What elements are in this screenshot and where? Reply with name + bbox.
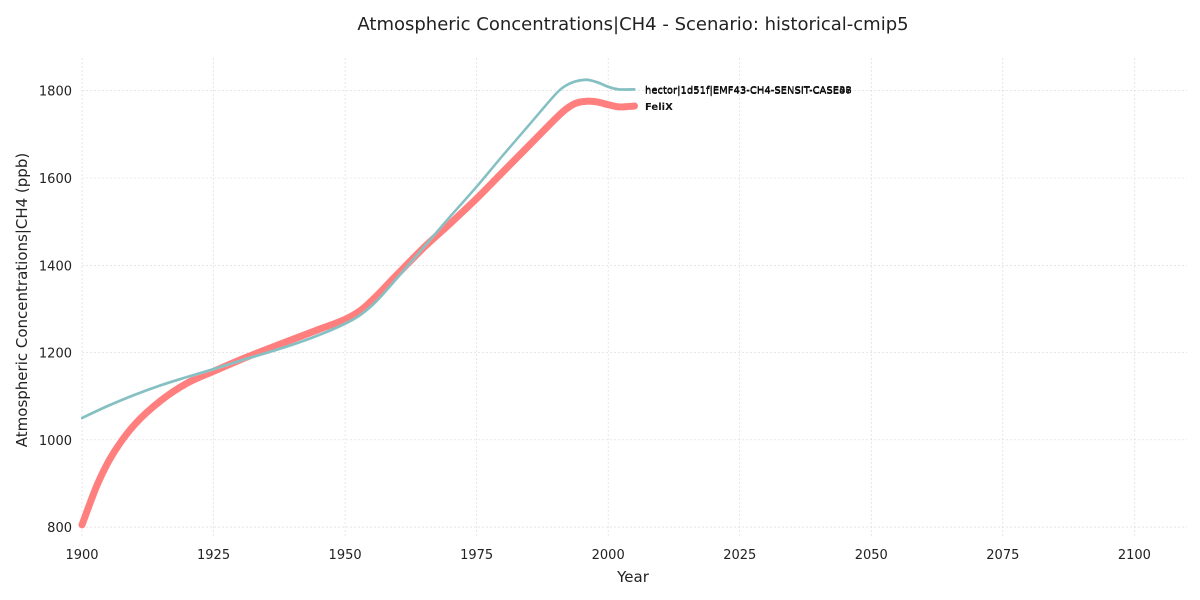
series-lines [78,78,638,529]
series-line-4 [81,78,636,419]
x-tick-label: 1975 [460,548,493,563]
series-end-label: hector|1d51f|EMF43-CH4-SENSIT-CASE22 [645,85,852,96]
y-tick-label: 800 [47,521,72,536]
y-tick-label: 1800 [39,85,72,100]
x-tick-label: 1925 [197,548,230,563]
x-tick-label: 2000 [592,548,625,563]
x-tick-label: 1950 [329,548,362,563]
x-tick-label: 2025 [723,548,756,563]
gridlines [81,58,1187,538]
y-axis-ticks: 800 1000 1200 1400 1600 1800 [39,85,72,536]
chart-title: Atmospheric Concentrations|CH4 - Scenari… [357,14,908,35]
series-labels: FeliX hector|1d51f|EMF43-CH4-SENSIT-CASE4… [645,85,852,113]
x-tick-label: 2100 [1118,548,1151,563]
y-axis-label: Atmospheric Concentrations|CH4 (ppb) [13,153,31,447]
series-line-3 [81,79,636,420]
series-end-label: FeliX [645,102,673,113]
x-axis-ticks: 1900 1925 1950 1975 2000 2025 2050 2075 2100 [65,548,1150,563]
series-line-0 [78,97,638,529]
series-end-label: hector|1d51f|EMF43-CH4-SENSIT-CASE07 [645,86,852,97]
x-tick-label: 2075 [986,548,1019,563]
y-tick-label: 1000 [39,434,72,449]
x-axis-label: Year [616,568,650,586]
series-end-label: hector|1d51f|EMF43-CH4-SENSIT-CASE36 [645,85,852,96]
y-tick-label: 1200 [39,347,72,362]
x-tick-label: 1900 [65,548,98,563]
series-line-1 [81,78,636,419]
y-tick-label: 1400 [39,259,72,274]
y-tick-label: 1600 [39,172,72,187]
series-line-2 [81,78,636,419]
series-end-label: hector|1d51f|EMF43-CH4-SENSIT-CASE48 [645,85,852,96]
x-tick-label: 2050 [855,548,888,563]
